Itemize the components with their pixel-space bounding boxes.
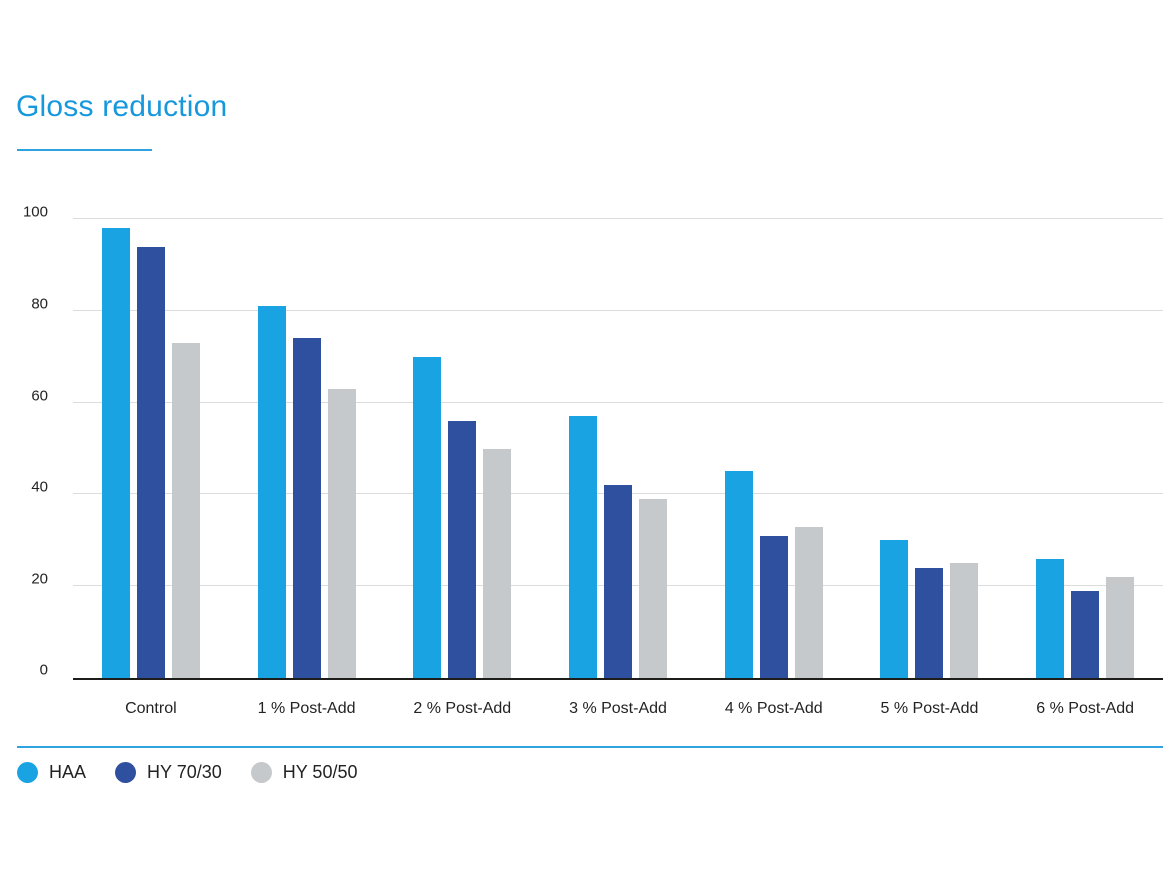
bar-hy-70-30 xyxy=(1071,590,1100,678)
plot-area xyxy=(73,218,1163,680)
bar-hy-70-30 xyxy=(292,338,321,678)
bar-haa xyxy=(1036,558,1065,678)
x-axis-label: Control xyxy=(125,700,177,717)
bar-haa xyxy=(101,228,130,678)
y-axis-tick-label: 20 xyxy=(31,570,48,588)
y-axis-tick-label: 60 xyxy=(31,387,48,405)
page-title: Gloss reduction xyxy=(16,90,228,123)
x-axis-label: 2 % Post-Add xyxy=(413,700,512,717)
bar-haa xyxy=(724,471,753,678)
legend-label: HY 70/30 xyxy=(147,762,222,782)
bar-group xyxy=(852,219,1008,678)
bar-hy-70-30 xyxy=(448,420,477,678)
bar-hy-50-50 xyxy=(794,526,823,678)
x-axis-label: 3 % Post-Add xyxy=(569,700,667,717)
bar-hy-50-50 xyxy=(171,342,200,678)
y-axis-tick-label: 100 xyxy=(22,203,48,221)
bar-hy-70-30 xyxy=(759,535,788,678)
legend-item-haa: HAA xyxy=(17,762,86,783)
legend-item-hy-50-50: HY 50/50 xyxy=(250,762,358,783)
bar-hy-70-30 xyxy=(915,567,944,678)
bar-haa xyxy=(413,356,442,678)
x-axis-label: 4 % Post-Add xyxy=(724,700,823,717)
bar-group xyxy=(696,219,852,678)
legend-swatch-icon xyxy=(250,762,272,783)
y-axis-tick-label: 80 xyxy=(31,295,48,313)
legend: HAA HY 70/30 HY 50/50 xyxy=(17,762,386,783)
gridline xyxy=(73,309,1163,311)
x-axis-label: 1 % Post-Add xyxy=(257,700,356,717)
legend-label: HY 50/50 xyxy=(282,762,358,782)
legend-swatch-icon xyxy=(17,762,38,783)
bar-group xyxy=(540,219,696,678)
gridline xyxy=(73,218,1163,219)
bar-group xyxy=(1007,219,1163,678)
bar-group xyxy=(229,219,385,678)
y-axis: 0 20 40 60 80 100 xyxy=(0,204,48,679)
legend-item-hy-70-30: HY 70/30 xyxy=(115,762,222,783)
bar-group xyxy=(73,219,229,678)
x-axis-label: 6 % Post-Add xyxy=(1036,700,1135,717)
y-axis-tick-label: 0 xyxy=(39,661,48,679)
bar-hy-70-30 xyxy=(136,246,165,678)
bar-hy-50-50 xyxy=(950,563,979,678)
bar-haa xyxy=(257,306,286,678)
bar-groups xyxy=(73,219,1163,678)
bar-hy-50-50 xyxy=(1106,577,1135,678)
legend-swatch-icon xyxy=(115,762,137,783)
bar-hy-50-50 xyxy=(327,388,356,678)
y-axis-tick-label: 40 xyxy=(31,478,48,496)
bar-haa xyxy=(880,540,909,678)
x-axis-label: 5 % Post-Add xyxy=(880,700,979,717)
title-underline xyxy=(17,149,152,151)
legend-separator-line xyxy=(17,746,1163,748)
bar-hy-70-30 xyxy=(604,485,633,678)
bar-group xyxy=(384,219,540,678)
gridline xyxy=(73,401,1163,403)
x-axis-labels: Control 1 % Post-Add 2 % Post-Add 3 % Post-… xyxy=(73,700,1163,718)
bar-haa xyxy=(569,416,598,678)
bar-hy-50-50 xyxy=(483,448,512,678)
bar-hy-50-50 xyxy=(639,499,668,678)
legend-label: HAA xyxy=(49,762,87,782)
